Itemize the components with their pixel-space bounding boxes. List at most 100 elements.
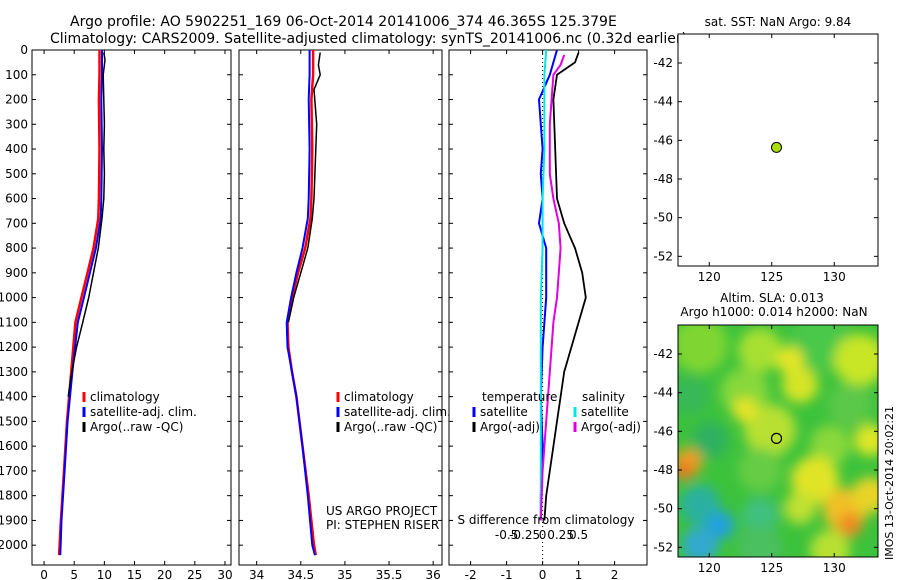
y-tick-label: 1000 (0, 291, 28, 305)
y-tick-label: -42 (653, 56, 673, 70)
y-tick-label: -50 (653, 502, 673, 516)
x-tick-label: 25 (187, 568, 202, 580)
x-tick-label: 15 (127, 568, 142, 580)
sla-blob (784, 492, 816, 524)
y-tick-label: 0 (20, 43, 28, 57)
x-tick-label: 34 (249, 568, 264, 580)
y-tick-label: -48 (653, 172, 673, 186)
y-tick-label: 800 (5, 241, 28, 255)
sla-blob (680, 485, 720, 525)
x2-tick-label: 0.25 (547, 528, 574, 542)
x-tick-label: 0 (40, 568, 48, 580)
sla-blob (810, 425, 850, 465)
sla-blob (828, 383, 872, 427)
y-tick-label: 1600 (0, 439, 28, 453)
y-tick-label: 1500 (0, 414, 28, 428)
legend-label: Argo(..raw -QC) (90, 420, 183, 434)
series-s-argo-adj- (539, 54, 566, 521)
legend-label: Argo(..raw -QC) (344, 420, 437, 434)
sla-blob (738, 448, 782, 492)
legend-label: climatology (90, 390, 160, 404)
sla-blob (733, 398, 757, 422)
sla-blob (738, 328, 782, 372)
sst-map-panel: sat. SST: NaN Argo: 9.84 120 125 130 -42 -44 -… (653, 15, 879, 284)
y-tick-label: 600 (5, 192, 28, 206)
sla-blob (738, 526, 782, 557)
x2-tick-label: -0.5 (495, 528, 518, 542)
y-tick-label: -44 (653, 95, 673, 109)
sla-blob (810, 530, 850, 557)
y-tick-label: -46 (653, 424, 673, 438)
sla-blob (744, 404, 796, 456)
y-tick-label: 1300 (0, 365, 28, 379)
sla-blob (678, 460, 694, 480)
y-tick-label: -42 (653, 347, 673, 361)
y-tick-label: 1900 (0, 513, 28, 527)
plot-frame (238, 49, 443, 566)
x2-tick-label: 0.5 (569, 528, 588, 542)
x-tick-label: 130 (823, 561, 846, 575)
sla-blobs (678, 325, 878, 557)
legend-label: Argo(-adj) (581, 420, 641, 434)
x-tick-label: 120 (698, 270, 721, 284)
salinity-panel: 3434.53535.536salinityclimatologysatelli… (238, 49, 451, 580)
series-group (57, 50, 106, 556)
x-tick-label: 125 (760, 270, 783, 284)
y-tick-label: -46 (653, 133, 673, 147)
x-tick-label: 0 (539, 568, 547, 580)
sla-blob (678, 325, 728, 373)
x-tick-label: 1 (575, 568, 583, 580)
y-tick-label: 400 (5, 142, 28, 156)
y-tick-label: 900 (5, 266, 28, 280)
plot-frame (31, 49, 232, 566)
series-argo-raw-qc- (67, 52, 106, 397)
sla-blob (678, 375, 710, 415)
x-tick-label: 10 (97, 568, 112, 580)
y-tick-label: 100 (5, 68, 28, 82)
series-satellite-adj-clim- (59, 50, 103, 556)
legend-title-salinity: salinity (582, 390, 625, 404)
credit-line-1: US ARGO PROJECT (326, 504, 438, 518)
x2-tick-label: -0.25 (509, 528, 540, 542)
series-group (538, 50, 587, 565)
sla-blob (838, 513, 862, 537)
legend-title-temperature: temperature (482, 390, 557, 404)
y-tick-label: 1100 (0, 315, 28, 329)
y-tick-label: -50 (653, 211, 673, 225)
legend-label: satellite-adj. clim. (90, 405, 197, 419)
series-group (285, 50, 321, 556)
x-tick-label: 125 (760, 561, 783, 575)
y-tick-label: -52 (653, 249, 673, 263)
sla-blob (782, 367, 818, 403)
header-line-1: Argo profile: AO 5902251_169 06-Oct-2014… (70, 14, 617, 30)
y-tick-label: 1400 (0, 390, 28, 404)
legend-label: satellite (581, 405, 629, 419)
argo-position-marker (770, 141, 782, 153)
legend-label: climatology (344, 390, 414, 404)
sla-blob (854, 424, 878, 456)
x-tick-label: 130 (823, 270, 846, 284)
series-s-satellite (539, 50, 548, 521)
temperature-panel: 051015202530temperature (deg C)010020030… (0, 43, 233, 580)
x-tick-label: 5 (70, 568, 78, 580)
y-tick-label: 500 (5, 167, 28, 181)
sla-blob (791, 456, 839, 504)
x2-axis-label: S difference from climatology (458, 513, 635, 527)
y-tick-label: 700 (5, 216, 28, 230)
x-tick-label: 35 (337, 568, 352, 580)
sla-blob (776, 346, 804, 374)
x-tick-label: 20 (157, 568, 172, 580)
sla-title-1: Altim. SLA: 0.013 (720, 291, 824, 305)
y-tick-label: -44 (653, 386, 673, 400)
sla-blob (742, 497, 778, 533)
series-satellite-adj-clim- (285, 50, 316, 556)
x-tick-label: 34.5 (287, 568, 314, 580)
x-tick-label: 120 (698, 561, 721, 575)
sla-blob (834, 334, 878, 386)
header-line-2: Climatology: CARS2009. Satellite-adjuste… (50, 31, 687, 47)
difference-panel: -2-1012T difference from climatology-0.5… (448, 49, 648, 580)
sla-title-2: Argo h1000: 0.014 h2000: NaN (680, 305, 867, 319)
series-argo-raw-qc- (287, 52, 321, 323)
